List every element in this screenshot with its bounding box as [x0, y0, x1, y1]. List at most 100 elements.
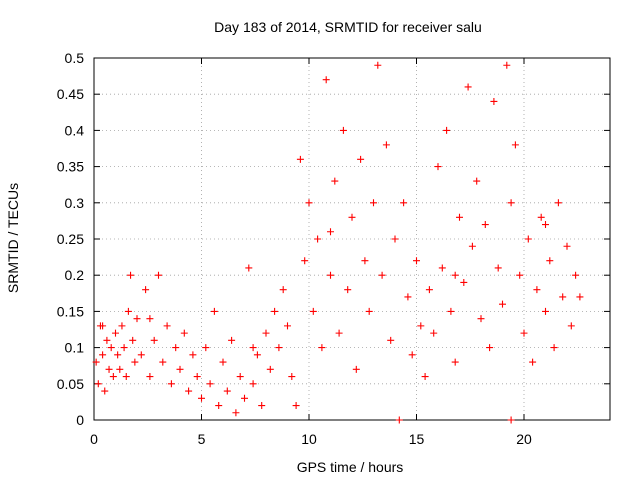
data-point: [507, 199, 515, 207]
y-tick-label: 0.1: [65, 340, 85, 356]
y-axis-label: SRMTID / TECUs: [5, 183, 21, 293]
data-point: [567, 322, 575, 330]
data-point: [116, 365, 124, 373]
data-point: [563, 242, 571, 250]
data-point: [249, 344, 257, 352]
data-point: [451, 271, 459, 279]
data-point: [185, 387, 193, 395]
x-tick-label: 0: [90, 431, 98, 447]
data-point: [127, 271, 135, 279]
data-point: [554, 199, 562, 207]
data-point: [322, 76, 330, 84]
data-point: [189, 351, 197, 359]
y-tick-label: 0.2: [65, 267, 85, 283]
data-point: [533, 286, 541, 294]
data-point: [468, 242, 476, 250]
data-point: [92, 358, 100, 366]
data-point: [339, 126, 347, 134]
data-point: [137, 351, 145, 359]
data-point: [99, 322, 107, 330]
data-point: [210, 307, 218, 315]
data-point: [232, 409, 240, 417]
data-point: [236, 373, 244, 381]
data-point: [228, 336, 236, 344]
data-point: [223, 387, 231, 395]
data-point: [331, 177, 339, 185]
data-point: [404, 293, 412, 301]
data-point: [215, 402, 223, 410]
data-point: [425, 286, 433, 294]
data-point: [378, 271, 386, 279]
y-tick-label: 0: [76, 412, 84, 428]
data-point: [507, 416, 515, 424]
data-point: [464, 83, 472, 91]
data-point: [167, 380, 175, 388]
data-point: [438, 264, 446, 272]
data-point: [202, 344, 210, 352]
data-point: [443, 126, 451, 134]
y-tick-label: 0.35: [57, 159, 84, 175]
data-point: [499, 300, 506, 308]
data-point: [94, 380, 102, 388]
data-point: [370, 199, 377, 207]
data-point: [516, 271, 524, 279]
y-tick-label: 0.15: [57, 303, 84, 319]
y-tick-label: 0.25: [57, 231, 84, 247]
data-point: [275, 344, 283, 352]
data-point: [249, 380, 257, 388]
data-point: [447, 307, 455, 315]
data-point: [155, 271, 162, 279]
data-point: [546, 257, 554, 265]
data-point: [408, 351, 416, 359]
data-point: [391, 235, 399, 243]
data-point: [112, 329, 119, 337]
data-point: [103, 336, 111, 344]
data-point: [118, 322, 126, 330]
data-point: [146, 315, 154, 323]
data-point: [542, 221, 549, 229]
data-point: [456, 213, 463, 221]
data-point: [284, 322, 291, 330]
data-point: [486, 344, 494, 352]
y-tick-label: 0.5: [65, 50, 85, 66]
y-tick-label: 0.05: [57, 376, 84, 392]
data-point: [258, 402, 266, 410]
data-point: [430, 329, 438, 337]
data-point: [348, 213, 356, 221]
data-point: [163, 322, 171, 330]
data-point: [279, 286, 287, 294]
y-tick-label: 0.3: [65, 195, 85, 211]
data-point: [477, 315, 485, 323]
data-point: [421, 373, 429, 381]
data-point: [101, 387, 109, 395]
data-point: [576, 293, 584, 301]
axis-ticks: 0 5 10 15 20 0 0.05 0.1 0.15 0.2 0.25 0.3 0.35 0.4 0.4…: [57, 50, 610, 447]
data-point: [172, 344, 180, 352]
data-point: [105, 365, 113, 373]
data-point: [180, 329, 188, 337]
data-point: [511, 141, 519, 149]
data-point: [131, 358, 139, 366]
data-point: [352, 365, 360, 373]
grid: [94, 58, 610, 420]
data-point: [494, 264, 502, 272]
data-point: [327, 228, 334, 236]
data-point: [434, 163, 442, 171]
data-point: [318, 344, 326, 352]
chart-title: Day 183 of 2014, SRMTID for receiver sal…: [214, 19, 482, 35]
data-point: [271, 307, 279, 315]
data-point: [451, 358, 459, 366]
data-point: [146, 373, 154, 381]
data-point: [327, 271, 334, 279]
data-point: [206, 380, 214, 388]
data-point: [335, 329, 343, 337]
data-point: [395, 416, 403, 424]
data-point: [193, 373, 201, 381]
data-point: [296, 155, 304, 163]
data-point: [344, 286, 352, 294]
data-point: [417, 322, 425, 330]
data-point: [460, 278, 468, 286]
data-point: [124, 307, 132, 315]
data-point: [524, 235, 532, 243]
